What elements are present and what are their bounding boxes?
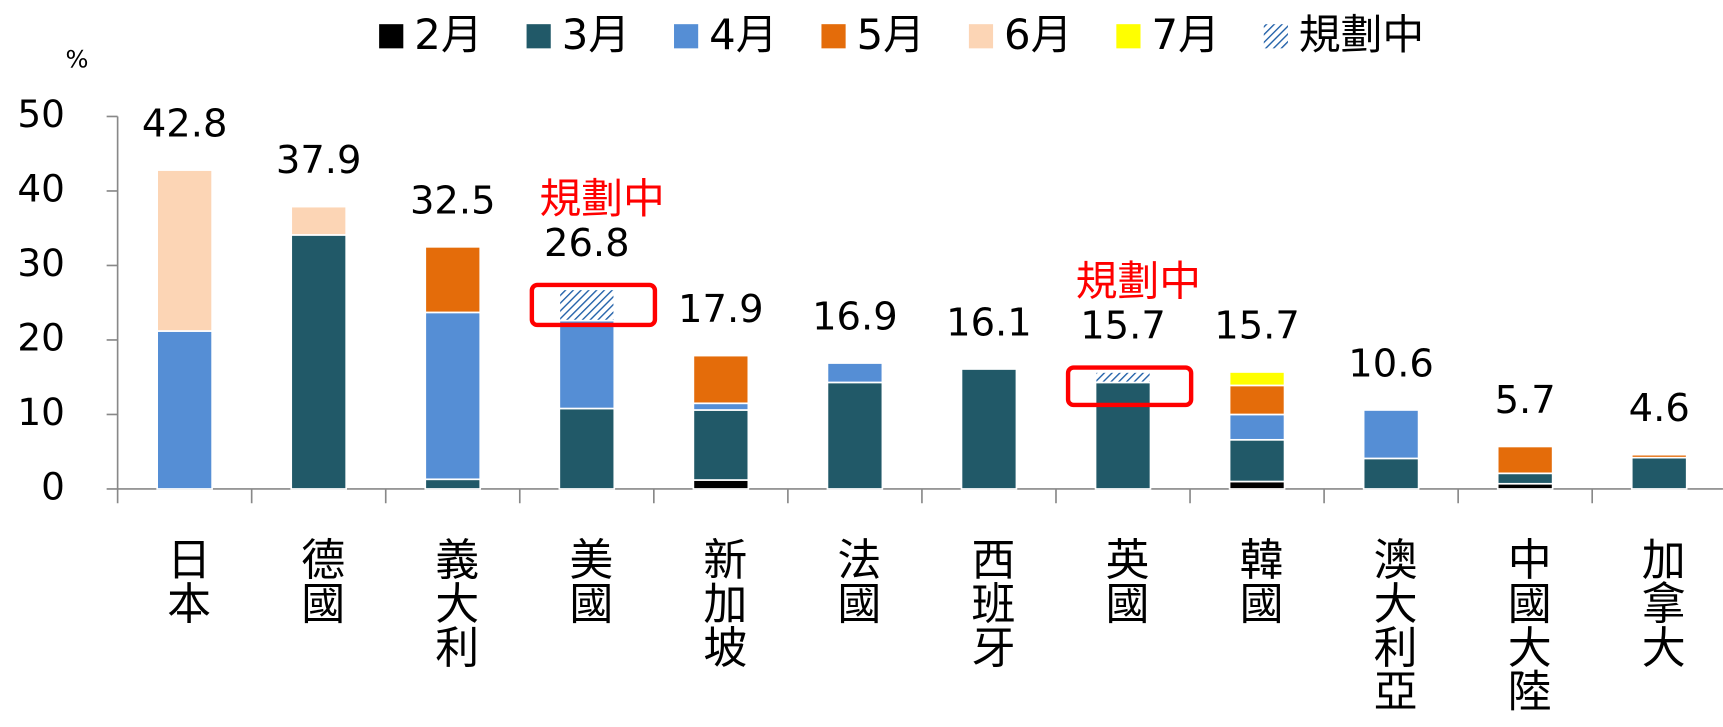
- annotation-box: [529, 282, 658, 328]
- legend-label: 5月: [857, 10, 925, 59]
- bar-segment: [1228, 438, 1286, 483]
- bar-segment: [290, 205, 347, 236]
- bar-segment: [1094, 381, 1152, 490]
- total-label: 15.7: [1080, 304, 1166, 349]
- total-label: 16.9: [812, 295, 898, 340]
- legend-swatch: [821, 24, 846, 49]
- x-tick-label: 美國: [561, 536, 612, 624]
- total-label: 10.6: [1348, 342, 1434, 387]
- x-tick-label: 加拿大: [1634, 536, 1685, 668]
- legend-swatch: [1116, 24, 1141, 49]
- bar-segment: [826, 381, 884, 490]
- bar-segment: [1228, 384, 1286, 416]
- bar-segment: [290, 234, 347, 490]
- annotation: 規劃中: [1076, 257, 1201, 306]
- bar-segment: [558, 407, 616, 490]
- legend-swatch: [968, 24, 994, 49]
- bar-segment: [960, 368, 1018, 490]
- x-tick-label: 義大利: [427, 536, 478, 668]
- bar-segment: [1630, 453, 1688, 459]
- bar-segment: [1362, 457, 1420, 490]
- bar-segment: [692, 479, 750, 490]
- x-tick-label: 新加坡: [695, 536, 746, 668]
- y-tick-label: 0: [41, 464, 65, 508]
- y-axis-label: %: [65, 45, 88, 73]
- total-label: 42.8: [142, 102, 228, 147]
- bar-segment: [424, 246, 482, 314]
- total-label: 15.7: [1214, 304, 1300, 349]
- total-label: 32.5: [410, 178, 496, 223]
- legend-swatch: [379, 24, 404, 49]
- legend-swatch: [526, 24, 551, 49]
- bar-segment: [692, 409, 750, 481]
- legend-label: 6月: [1004, 10, 1072, 59]
- annotation: 規劃中: [540, 174, 665, 223]
- x-tick-label: 德國: [293, 536, 344, 624]
- annotation-box: [1065, 365, 1194, 408]
- legend-swatch: [674, 24, 699, 49]
- bar-segment: [826, 362, 884, 384]
- legend-label: 4月: [709, 10, 777, 59]
- bar-segment: [156, 169, 213, 332]
- total-label: 17.9: [678, 287, 764, 332]
- bar-segment: [156, 330, 213, 490]
- legend-label: 7月: [1151, 10, 1219, 59]
- bar-segment: [1228, 480, 1286, 490]
- legend-label: 3月: [562, 10, 630, 59]
- bar-segment: [1228, 371, 1286, 387]
- y-tick-label: 50: [17, 92, 65, 136]
- bar-segment: [1094, 371, 1152, 384]
- y-tick-label: 40: [17, 166, 65, 210]
- bar-segment: [1496, 445, 1554, 475]
- legend-label: 2月: [414, 10, 482, 59]
- total-label: 16.1: [946, 301, 1032, 346]
- bar-segment: [1630, 456, 1688, 490]
- bar-segment: [424, 478, 482, 490]
- y-tick-label: 10: [17, 390, 65, 434]
- bar-segment: [1496, 472, 1554, 485]
- total-label: 5.7: [1495, 378, 1556, 423]
- total-label: 37.9: [276, 138, 362, 183]
- x-tick-label: 日本: [159, 536, 210, 624]
- bar-segment: [558, 319, 616, 410]
- total-label: 4.6: [1629, 386, 1690, 431]
- bar-segment: [1228, 413, 1286, 441]
- y-tick-label: 20: [17, 315, 65, 359]
- bar-segment: [692, 402, 750, 411]
- bar-segment: [558, 288, 616, 322]
- total-label: 26.8: [544, 221, 630, 266]
- x-tick-label: 西班牙: [963, 536, 1014, 668]
- bar-segment: [692, 354, 750, 405]
- x-tick-label: 澳大利亞: [1366, 536, 1417, 712]
- y-tick-label: 30: [17, 241, 65, 285]
- x-tick-label: 英國: [1098, 536, 1149, 624]
- x-tick-label: 中國大陸: [1500, 536, 1551, 712]
- bar-segment: [1362, 409, 1420, 460]
- legend-label: 規劃中: [1299, 10, 1424, 59]
- x-tick-label: 法國: [829, 536, 880, 624]
- x-tick-label: 韓國: [1232, 536, 1283, 624]
- bar-segment: [424, 311, 482, 481]
- legend-swatch: [1263, 24, 1288, 49]
